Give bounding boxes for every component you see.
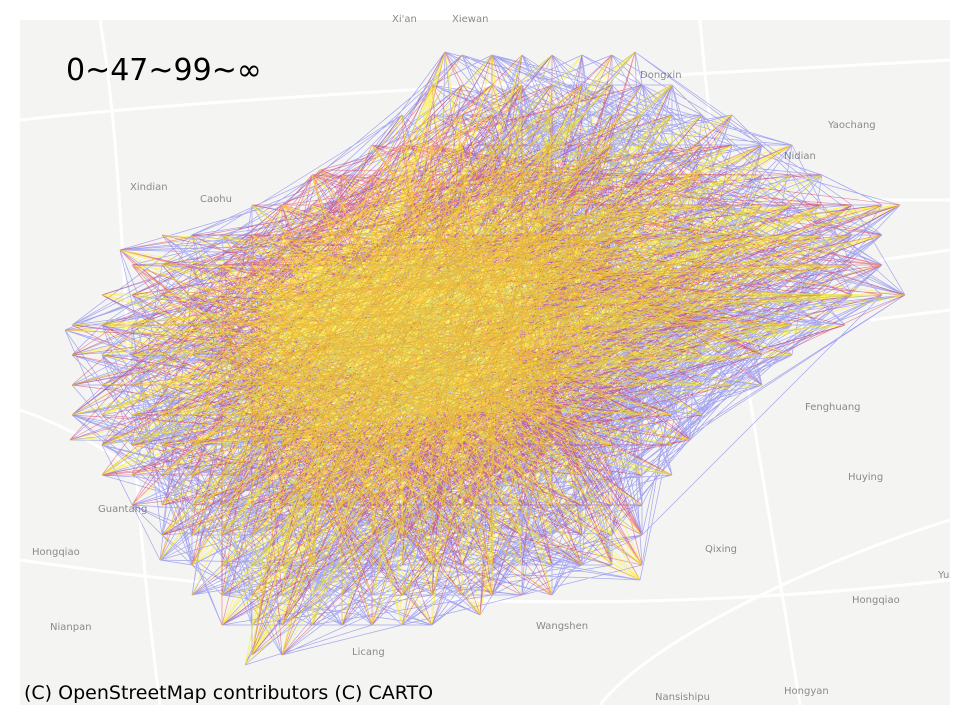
place-label: Nansishipu <box>655 692 710 703</box>
place-label: Yu <box>937 570 949 581</box>
legend-label: 0~47~99~∞ <box>66 53 262 88</box>
place-label: Dongxin <box>640 70 682 81</box>
place-label: Qixing <box>705 544 737 555</box>
place-label: Nianpan <box>50 622 92 633</box>
place-label: Yaochang <box>827 120 876 131</box>
flow-yellow <box>64 51 906 666</box>
place-label: Hongqiao <box>852 595 900 606</box>
place-label: Wangshen <box>536 621 588 632</box>
flow-lines <box>64 51 906 666</box>
place-label: Licang <box>352 647 385 658</box>
place-label: Fenghuang <box>805 402 861 413</box>
place-label: Huying <box>848 472 883 483</box>
place-label: Guantang <box>98 504 147 515</box>
place-label: Hongyan <box>784 686 829 697</box>
place-label: Xi'an <box>392 14 417 25</box>
place-label: Caohu <box>200 194 232 205</box>
place-label: Hongqiao <box>32 547 80 558</box>
place-label: Xiewan <box>452 14 488 25</box>
place-label: Nidian <box>784 151 816 162</box>
place-labels: Xi'an Xiewan Dongxin Yaochang Nidian Xin… <box>32 14 949 703</box>
attribution: (C) OpenStreetMap contributors (C) CARTO <box>24 682 433 704</box>
flow-network <box>64 51 906 666</box>
place-label: Xindian <box>130 182 168 193</box>
roads <box>19 19 951 706</box>
